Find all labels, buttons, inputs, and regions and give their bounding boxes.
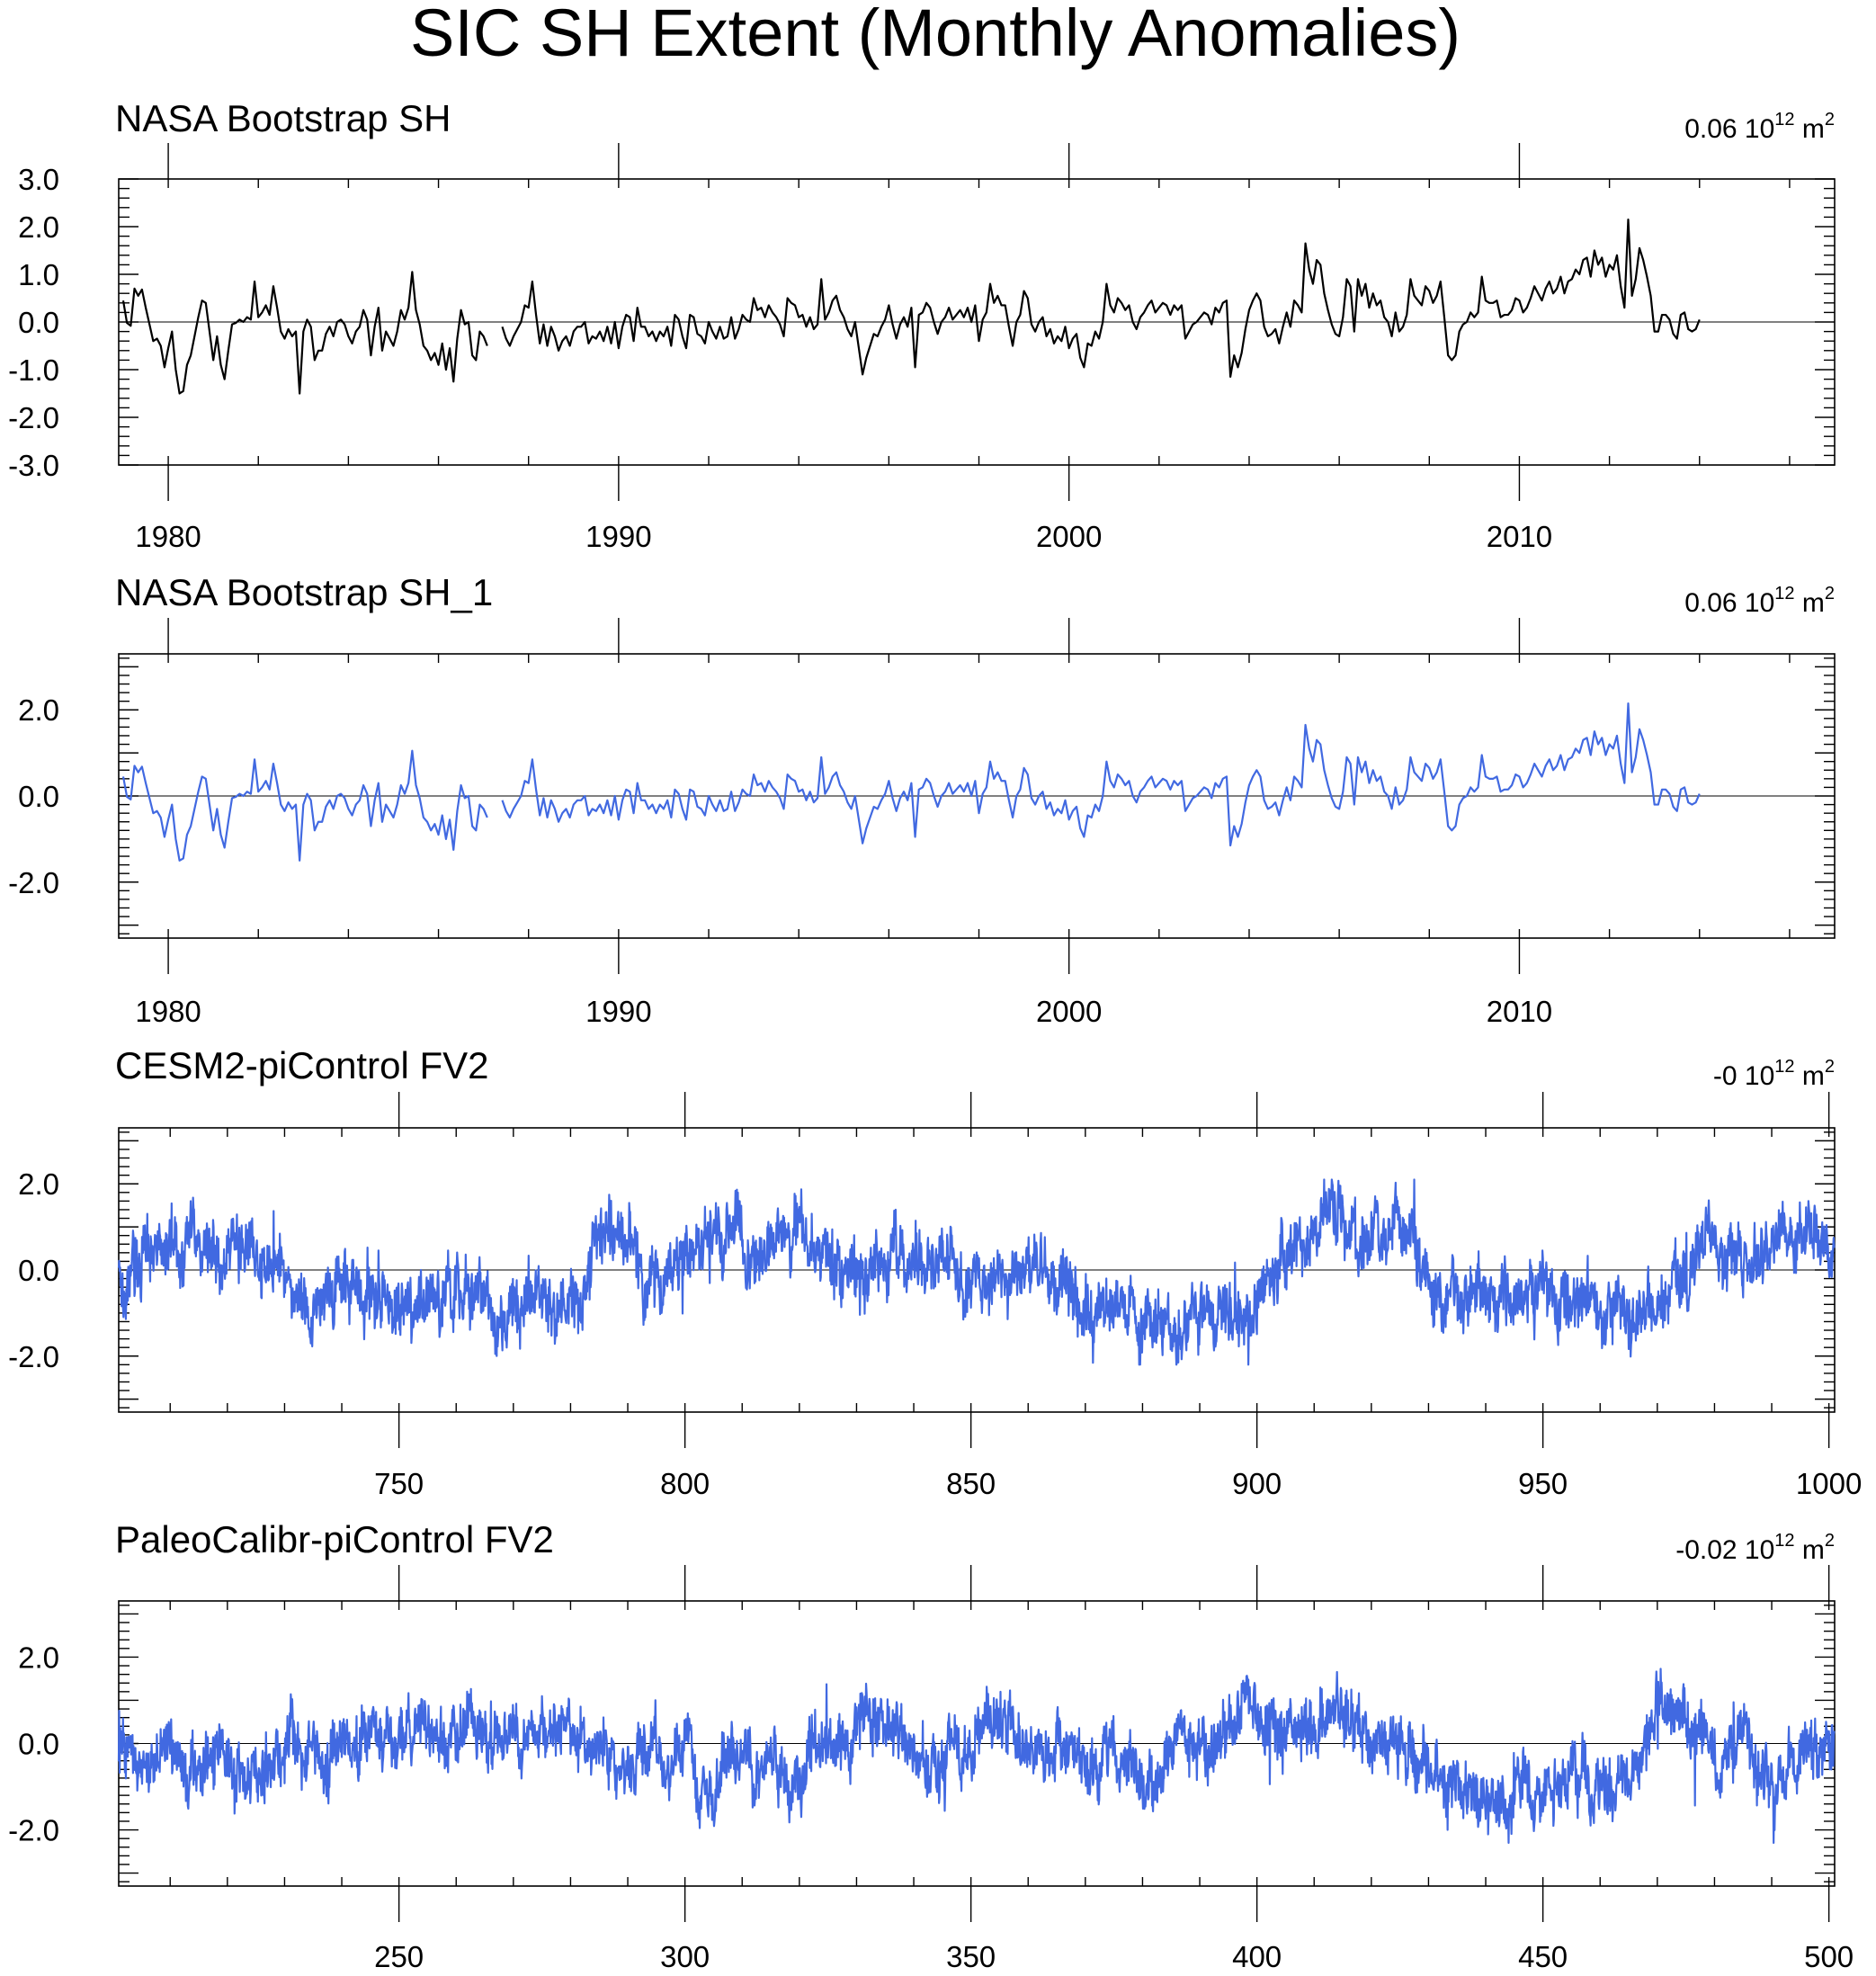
series-line	[121, 218, 1701, 395]
x-tick-label: 2010	[1487, 520, 1552, 553]
y-tick-label: 2.0	[18, 1641, 59, 1674]
x-tick-label: 2000	[1036, 995, 1102, 1028]
y-tick-label: 0.0	[18, 1728, 59, 1761]
y-tick-label: 2.0	[18, 693, 59, 727]
x-tick-label: 2010	[1487, 995, 1552, 1028]
x-tick-label: 950	[1518, 1467, 1568, 1500]
x-tick-label: 900	[1232, 1467, 1282, 1500]
y-tick-label: 2.0	[18, 210, 59, 244]
x-tick-label: 1990	[585, 520, 651, 553]
x-tick-label: 1000	[1796, 1467, 1862, 1500]
series-line	[121, 702, 1701, 862]
panel-3: CESM2-piControl FV2 -0 1012 m2 2.0 0.0 -2.0 7…	[8, 1044, 1862, 1500]
y-tick-label: 2.0	[18, 1167, 59, 1201]
y-tick-label: 0.0	[18, 1254, 59, 1287]
mean-label: -0.02 1012 m2	[1675, 1531, 1835, 1565]
y-tick-label: -2.0	[8, 1814, 59, 1847]
x-tick-label: 350	[946, 1940, 996, 1973]
x-tick-label: 1980	[135, 995, 201, 1028]
y-tick-label: -2.0	[8, 866, 59, 899]
y-tick-label: 3.0	[18, 163, 59, 196]
panel-title: PaleoCalibr-piControl FV2	[115, 1518, 554, 1560]
panel-1: NASA Bootstrap SH 0.06 1012 m2 3.0 2.0 1.0 0.…	[8, 97, 1836, 553]
y-tick-label: 0.0	[18, 780, 59, 813]
panel-title: CESM2-piControl FV2	[115, 1044, 488, 1086]
x-tick-label: 300	[660, 1940, 710, 1973]
panel-4: PaleoCalibr-piControl FV2 -0.02 1012 m2 2.…	[8, 1518, 1854, 1973]
x-tick-label: 250	[374, 1940, 424, 1973]
y-tick-label: 0.0	[18, 306, 59, 339]
x-tick-label: 750	[374, 1467, 424, 1500]
panel-title: NASA Bootstrap SH	[115, 97, 451, 139]
series-line	[117, 1668, 1836, 1845]
mean-label: 0.06 1012 m2	[1684, 110, 1835, 144]
x-tick-label: 400	[1232, 1940, 1282, 1973]
figure-title: SIC SH Extent (Monthly Anomalies)	[410, 0, 1461, 70]
series-line	[117, 1178, 1836, 1366]
y-tick-label: 1.0	[18, 258, 59, 291]
y-tick-label: -1.0	[8, 353, 59, 387]
x-tick-label: 1980	[135, 520, 201, 553]
y-tick-label: -2.0	[8, 1340, 59, 1373]
panel-2: NASA Bootstrap SH_1 0.06 1012 m2 2.0 0.0 -2.…	[8, 571, 1836, 1028]
mean-label: 0.06 1012 m2	[1684, 584, 1835, 618]
y-tick-label: -2.0	[8, 401, 59, 434]
x-tick-label: 850	[946, 1467, 996, 1500]
x-tick-label: 800	[660, 1467, 710, 1500]
x-tick-label: 2000	[1036, 520, 1102, 553]
x-tick-label: 500	[1804, 1940, 1854, 1973]
panel-title: NASA Bootstrap SH_1	[115, 571, 493, 613]
panels: NASA Bootstrap SH 0.06 1012 m2 3.0 2.0 1.0 0.…	[8, 97, 1862, 1973]
mean-label: -0 1012 m2	[1713, 1057, 1835, 1091]
y-tick-label: -3.0	[8, 449, 59, 482]
x-tick-label: 450	[1518, 1940, 1568, 1973]
x-tick-label: 1990	[585, 995, 651, 1028]
